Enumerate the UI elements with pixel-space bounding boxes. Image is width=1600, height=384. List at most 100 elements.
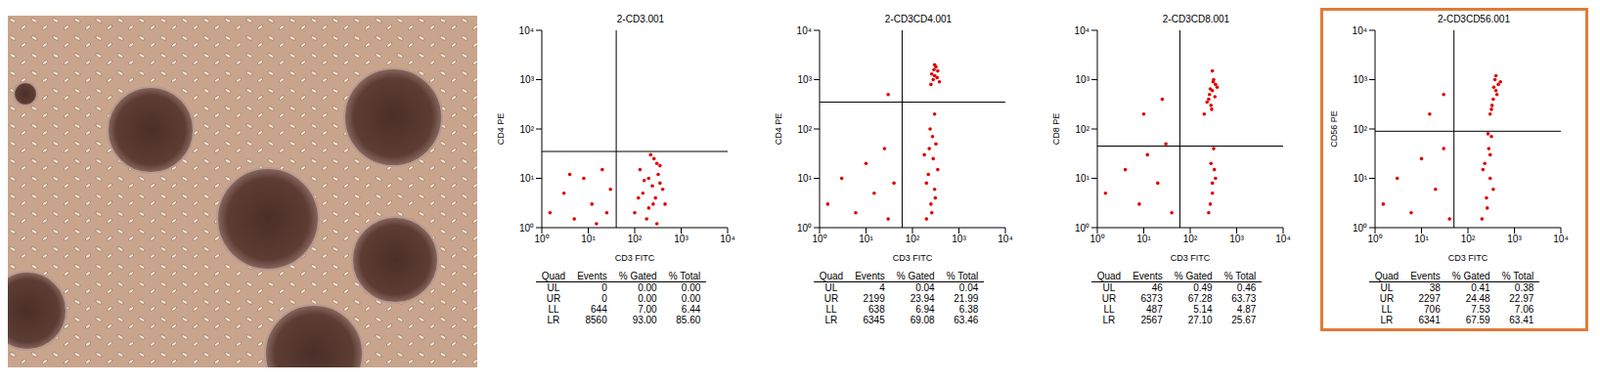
html-text:6345: 6345 (863, 314, 885, 326)
svg-text:10⁴: 10⁴ (997, 233, 1013, 245)
svg-text:CD56 PE: CD56 PE (1329, 110, 1339, 148)
svg-text:10⁴: 10⁴ (797, 25, 812, 37)
svg-text:10¹: 10¹ (798, 173, 813, 184)
svg-text:10³: 10³ (798, 74, 813, 86)
svg-text:10²: 10² (627, 233, 643, 245)
html-text:UR: UR (1101, 293, 1117, 305)
svg-text:10³: 10³ (1353, 74, 1369, 86)
html-text:2-CD3CD56.001: 2-CD3CD56.001 (1437, 13, 1511, 25)
html-text:UL: UL (824, 282, 838, 294)
html-text:85.60: 85.60 (676, 314, 701, 326)
html-text:0.46: 0.46 (1236, 282, 1257, 294)
html-text:Quad: Quad (819, 270, 844, 282)
html-text:0.04: 0.04 (959, 282, 979, 294)
svg-text:10³: 10³ (673, 233, 689, 245)
svg-text:10¹: 10¹ (580, 233, 596, 245)
html-text:21.99: 21.99 (953, 293, 979, 305)
html-text:Quad: Quad (541, 270, 566, 282)
svg-text:10⁰: 10⁰ (1089, 233, 1105, 245)
html-text:0.04: 0.04 (915, 282, 935, 294)
svg-text:10⁴: 10⁴ (1553, 233, 1568, 245)
svg-text:CD3 FITC: CD3 FITC (1448, 253, 1489, 264)
html-text:% Gated: % Gated (896, 270, 935, 282)
html-text:UL: UL (547, 282, 560, 294)
svg-text:10¹: 10¹ (520, 173, 535, 184)
html-text:93.00: 93.00 (632, 314, 657, 326)
html-text:0.00: 0.00 (681, 293, 701, 305)
html-text:0.49: 0.49 (1193, 282, 1213, 294)
svg-text:10²: 10² (905, 233, 921, 245)
svg-text:CD3 FITC: CD3 FITC (892, 253, 934, 264)
html-text:2-CD3CD4.001: 2-CD3CD4.001 (884, 13, 952, 25)
svg-text:10³: 10³ (520, 74, 535, 86)
html-text:UR: UR (546, 293, 561, 305)
html-text:2-CD3.001: 2-CD3.001 (616, 13, 665, 25)
svg-text:10⁴: 10⁴ (1352, 25, 1368, 37)
svg-text:10⁰: 10⁰ (519, 222, 534, 234)
html-text:23.94: 23.94 (910, 293, 935, 305)
svg-text:10³: 10³ (1075, 74, 1091, 86)
html-text:Quad: Quad (1097, 270, 1121, 282)
svg-text:CD4 PE: CD4 PE (495, 113, 506, 146)
svg-text:10²: 10² (1183, 233, 1199, 245)
html-text:UR: UR (824, 293, 839, 305)
svg-text:10³: 10³ (1507, 233, 1522, 245)
svg-text:CD3 FITC: CD3 FITC (615, 253, 656, 264)
svg-text:10⁰: 10⁰ (1367, 233, 1382, 245)
svg-text:10¹: 10¹ (1353, 173, 1369, 184)
svg-text:10⁰: 10⁰ (1074, 222, 1090, 234)
html-text:% Gated: % Gated (618, 270, 657, 282)
html-text:67.28: 67.28 (1187, 293, 1213, 305)
svg-text:10²: 10² (798, 124, 813, 135)
html-text:2567: 2567 (1140, 314, 1163, 326)
html-text:% Total: % Total (946, 270, 979, 282)
svg-text:10⁰: 10⁰ (811, 233, 827, 245)
svg-text:10¹: 10¹ (858, 233, 874, 245)
svg-text:10²: 10² (1075, 124, 1091, 135)
svg-text:10⁴: 10⁴ (1074, 25, 1090, 37)
svg-text:10⁰: 10⁰ (1352, 222, 1368, 234)
html-text:Events: Events (1132, 270, 1163, 282)
html-text:6373: 6373 (1140, 293, 1163, 305)
svg-text:CD3 FITC: CD3 FITC (1170, 253, 1211, 264)
html-text:Events: Events (577, 270, 608, 282)
html-text:69.08: 69.08 (910, 314, 935, 326)
svg-text:CD4 PE: CD4 PE (773, 113, 784, 146)
html-text:0.00: 0.00 (637, 293, 657, 305)
html-text:UL: UL (1102, 282, 1116, 294)
html-text:LR: LR (1102, 314, 1116, 326)
html-text:% Total: % Total (1224, 270, 1257, 282)
html-text:Events: Events (1410, 270, 1441, 282)
html-text:% Total: % Total (668, 270, 701, 282)
html-text:Events: Events (854, 270, 885, 282)
html-text:63.46: 63.46 (953, 314, 979, 326)
svg-text:10⁴: 10⁴ (519, 25, 534, 37)
html-text:0.00: 0.00 (681, 282, 701, 294)
html-text:LR: LR (824, 314, 838, 326)
svg-text:10⁰: 10⁰ (797, 222, 812, 234)
html-text:27.10: 27.10 (1187, 314, 1213, 326)
svg-text:10¹: 10¹ (1136, 233, 1152, 245)
svg-text:10²: 10² (1461, 233, 1476, 245)
svg-text:10²: 10² (520, 124, 535, 135)
html-text:8560: 8560 (585, 314, 608, 326)
svg-text:10³: 10³ (951, 233, 967, 245)
html-text:Quad: Quad (1374, 270, 1399, 282)
svg-text:10²: 10² (1353, 124, 1369, 135)
html-text:2199: 2199 (863, 293, 885, 305)
html-text:% Gated: % Gated (1452, 270, 1491, 282)
html-text:25.67: 25.67 (1231, 314, 1257, 326)
svg-text:10⁴: 10⁴ (719, 233, 735, 245)
svg-text:10¹: 10¹ (1414, 233, 1429, 245)
svg-text:CD8 PE: CD8 PE (1051, 113, 1062, 146)
svg-text:10¹: 10¹ (1075, 173, 1091, 184)
html-text:% Gated: % Gated (1174, 270, 1213, 282)
svg-text:10³: 10³ (1229, 233, 1245, 245)
html-text:LR: LR (547, 314, 560, 326)
html-text:63.73: 63.73 (1231, 293, 1257, 305)
svg-text:10⁰: 10⁰ (533, 233, 549, 245)
html-text:0.00: 0.00 (637, 282, 657, 294)
html-text:2-CD3CD8.001: 2-CD3CD8.001 (1162, 13, 1230, 25)
html-text:46: 46 (1151, 282, 1163, 294)
svg-text:10⁴: 10⁴ (1275, 233, 1290, 245)
